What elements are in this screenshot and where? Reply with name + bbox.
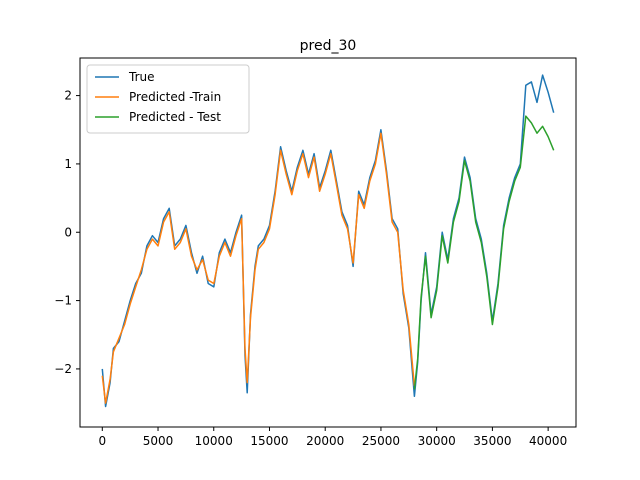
y-tick-label: −1 [54, 294, 72, 308]
chart-title: pred_30 [300, 38, 357, 54]
x-tick-label: 40000 [529, 434, 567, 448]
x-tick-label: 25000 [362, 434, 400, 448]
x-tick-label: 10000 [195, 434, 233, 448]
legend-label-predicted-test: Predicted - Test [129, 110, 221, 124]
y-tick-label: 2 [64, 89, 72, 103]
y-tick-label: −2 [54, 362, 72, 376]
x-axis: 0 5000 10000 15000 20000 25000 30000 35000 40000 [98, 427, 567, 448]
plot-lines [101, 74, 555, 408]
y-axis: −2 −1 0 1 2 [54, 89, 80, 376]
legend-label-true: True [128, 70, 155, 84]
plot-frame [79, 57, 577, 428]
y-tick-label: 1 [64, 157, 72, 171]
x-tick-label: 35000 [473, 434, 511, 448]
x-tick-label: 20000 [306, 434, 344, 448]
series-line-predicted-train [101, 132, 416, 404]
legend-label-predicted-train: Predicted -Train [129, 90, 221, 104]
x-tick-label: 30000 [418, 434, 456, 448]
x-tick-label: 0 [98, 434, 106, 448]
y-tick-label: 0 [64, 225, 72, 239]
legend: True Predicted -Train Predicted - Test [86, 64, 250, 134]
series-line-predicted-test [413, 115, 555, 390]
x-tick-label: 5000 [143, 434, 174, 448]
legend-box [86, 64, 250, 134]
x-tick-label: 15000 [250, 434, 288, 448]
